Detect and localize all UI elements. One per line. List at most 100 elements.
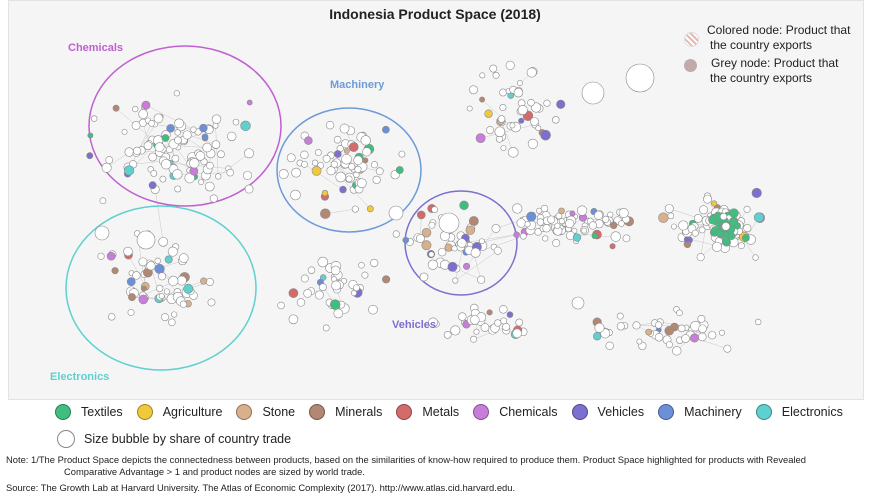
product-node: [427, 259, 438, 270]
legend-item-chemicals: Chemicals: [473, 404, 558, 420]
product-node: [479, 96, 486, 103]
product-node: [428, 221, 436, 229]
product-node: [174, 118, 184, 129]
product-node: [199, 123, 208, 133]
legend-item-agriculture: Agriculture: [136, 404, 223, 420]
legend-item-electronics: Electronics: [755, 404, 843, 420]
product-node: [304, 136, 313, 145]
product-node: [556, 99, 566, 109]
network-edge: [154, 189, 164, 242]
product-node: [322, 324, 330, 332]
product-node: [288, 314, 299, 325]
product-node: [670, 223, 677, 230]
network-edge: [215, 125, 219, 177]
product-node: [286, 153, 296, 163]
product-node: [466, 105, 473, 112]
product-node: [232, 118, 240, 126]
product-node: [690, 333, 700, 343]
product-node: [121, 128, 128, 135]
product-node: [696, 253, 705, 262]
product-node: [351, 205, 359, 213]
chart-title: Indonesia Product Space (2018): [329, 6, 541, 22]
product-node: [681, 334, 690, 343]
product-node: [372, 175, 381, 184]
product-node: [536, 218, 545, 226]
product-node: [605, 341, 614, 350]
product-node: [160, 159, 172, 170]
machinery-icon: [658, 404, 675, 420]
product-node: [450, 325, 461, 336]
product-node: [392, 230, 400, 238]
product-node: [330, 160, 338, 168]
product-node: [715, 229, 724, 238]
product-node: [311, 166, 322, 176]
product-node: [190, 126, 197, 133]
product-node: [288, 288, 299, 298]
product-node: [470, 315, 480, 325]
product-node: [277, 301, 285, 310]
size-legend-label: Size bubble by share of country trade: [84, 432, 292, 446]
product-node: [625, 63, 655, 93]
product-node: [711, 200, 718, 207]
product-node: [172, 169, 183, 180]
product-node: [148, 120, 155, 127]
product-node: [610, 231, 621, 242]
product-node: [356, 178, 367, 189]
product-node: [205, 277, 214, 287]
network-edge: [158, 144, 208, 148]
product-node: [743, 224, 752, 233]
product-node: [699, 205, 709, 215]
product-node: [727, 232, 736, 240]
product-node: [609, 221, 618, 230]
product-node: [588, 221, 597, 230]
product-node: [246, 99, 253, 106]
product-node: [678, 220, 689, 231]
product-node: [484, 109, 493, 118]
product-node: [752, 254, 759, 261]
product-node: [296, 298, 306, 307]
product-node: [552, 116, 560, 124]
product-node: [240, 120, 251, 132]
product-node: [515, 318, 524, 327]
product-node: [517, 105, 528, 115]
product-node: [711, 241, 722, 252]
product-node: [416, 210, 426, 220]
product-node: [291, 167, 302, 178]
product-node: [530, 117, 539, 126]
legend-item-machinery: Machinery: [658, 404, 742, 420]
network-edge: [145, 104, 199, 133]
product-node: [654, 321, 663, 329]
product-node: [428, 251, 435, 258]
product-node: [382, 275, 391, 284]
product-node: [146, 261, 156, 271]
product-node: [164, 255, 173, 264]
product-node: [581, 81, 605, 105]
product-node: [755, 318, 762, 326]
product-node: [339, 123, 350, 134]
product-node: [451, 245, 458, 252]
product-node: [479, 72, 486, 79]
product-node: [494, 319, 502, 327]
product-node: [382, 125, 390, 134]
product-node: [581, 227, 588, 234]
size-legend: Size bubble by share of country trade: [57, 430, 291, 448]
product-node: [718, 329, 725, 336]
product-node: [168, 275, 179, 287]
product-node: [333, 150, 342, 158]
legend-label: Agriculture: [162, 405, 223, 419]
product-node: [676, 309, 683, 317]
product-node: [174, 136, 182, 145]
product-node: [243, 170, 253, 180]
product-node: [721, 222, 731, 231]
product-node: [616, 322, 625, 331]
product-node: [244, 148, 254, 159]
product-node: [513, 87, 524, 98]
product-node: [502, 322, 511, 331]
product-node: [326, 166, 336, 176]
product-node: [154, 257, 161, 265]
product-node: [322, 154, 331, 163]
product-node: [106, 251, 116, 261]
product-node: [171, 154, 180, 163]
product-node: [457, 238, 467, 248]
product-node: [569, 210, 576, 217]
